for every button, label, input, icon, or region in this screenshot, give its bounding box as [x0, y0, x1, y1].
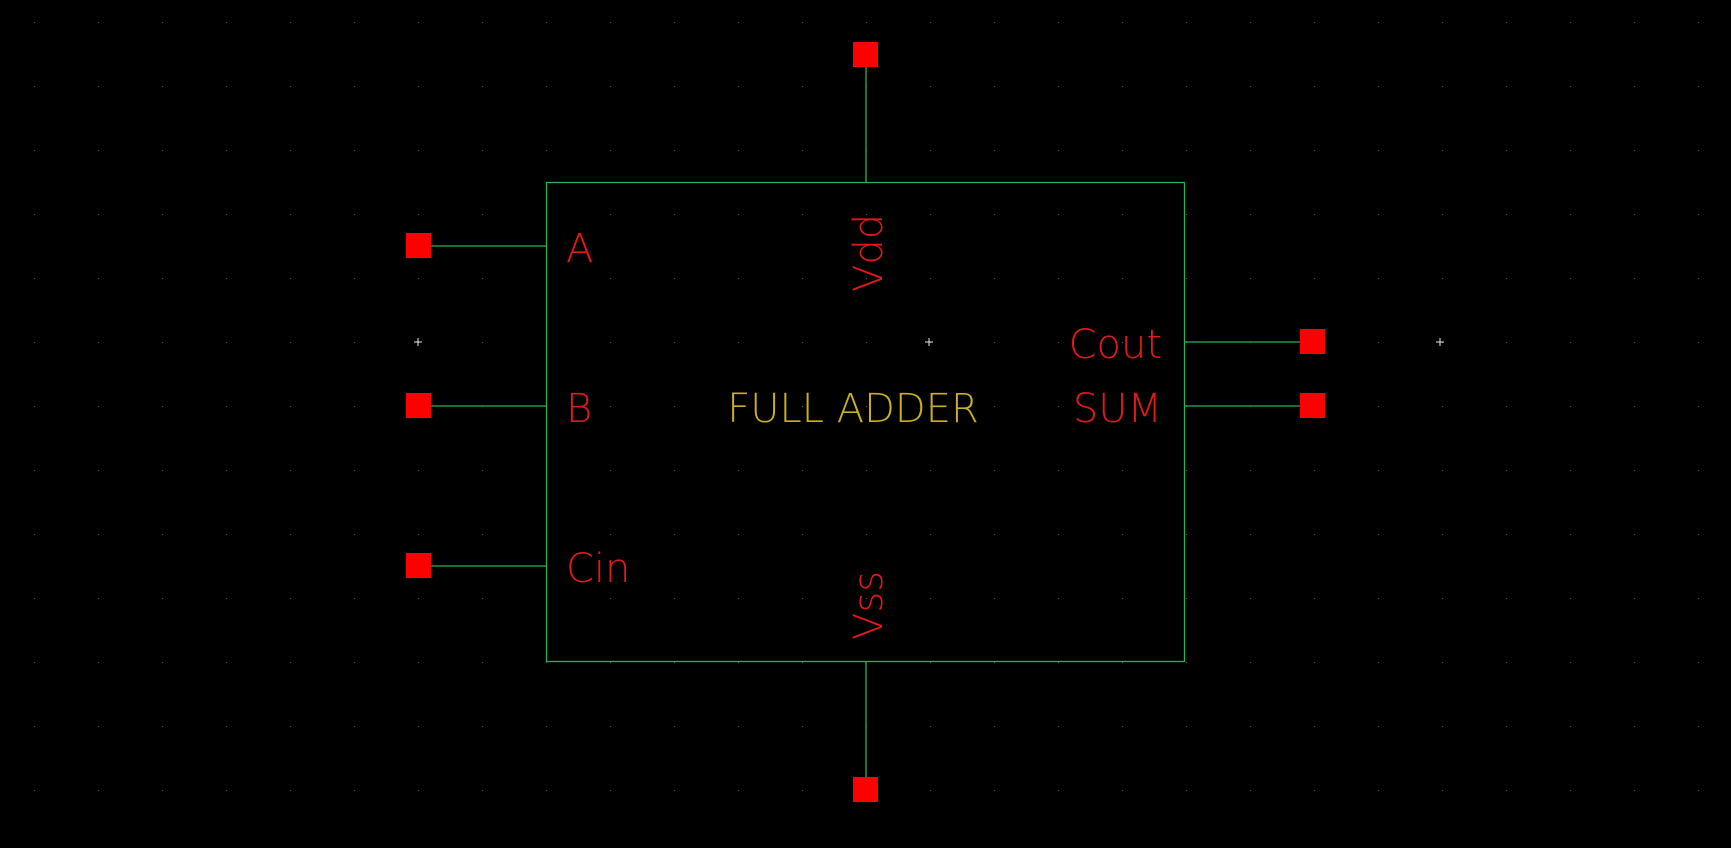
origin-marks	[414, 338, 1444, 346]
pin-vss[interactable]	[853, 777, 878, 802]
pin-b[interactable]	[406, 393, 431, 418]
pin-cin[interactable]	[406, 553, 431, 578]
pin-a[interactable]	[406, 233, 431, 258]
symbol-body[interactable]	[545, 181, 1186, 663]
symbol-title: FULL ADDER	[727, 386, 979, 432]
pin-label-cout: Cout	[1069, 322, 1162, 368]
pin-cout[interactable]	[1300, 329, 1325, 354]
pin-label-b: B	[566, 386, 592, 432]
pins	[406, 42, 1325, 802]
pin-label-sum: SUM	[1073, 386, 1162, 432]
pin-label-vss: Vss	[846, 571, 892, 640]
pin-label-vdd: Vdd	[846, 214, 892, 292]
pin-label-cin: Cin	[566, 546, 630, 592]
pin-wires	[419, 54, 1313, 790]
pin-labels: A B Cin Cout SUM Vdd Vss	[566, 214, 1162, 640]
pin-label-a: A	[566, 226, 593, 272]
pin-vdd[interactable]	[853, 42, 878, 67]
pin-sum[interactable]	[1300, 393, 1325, 418]
